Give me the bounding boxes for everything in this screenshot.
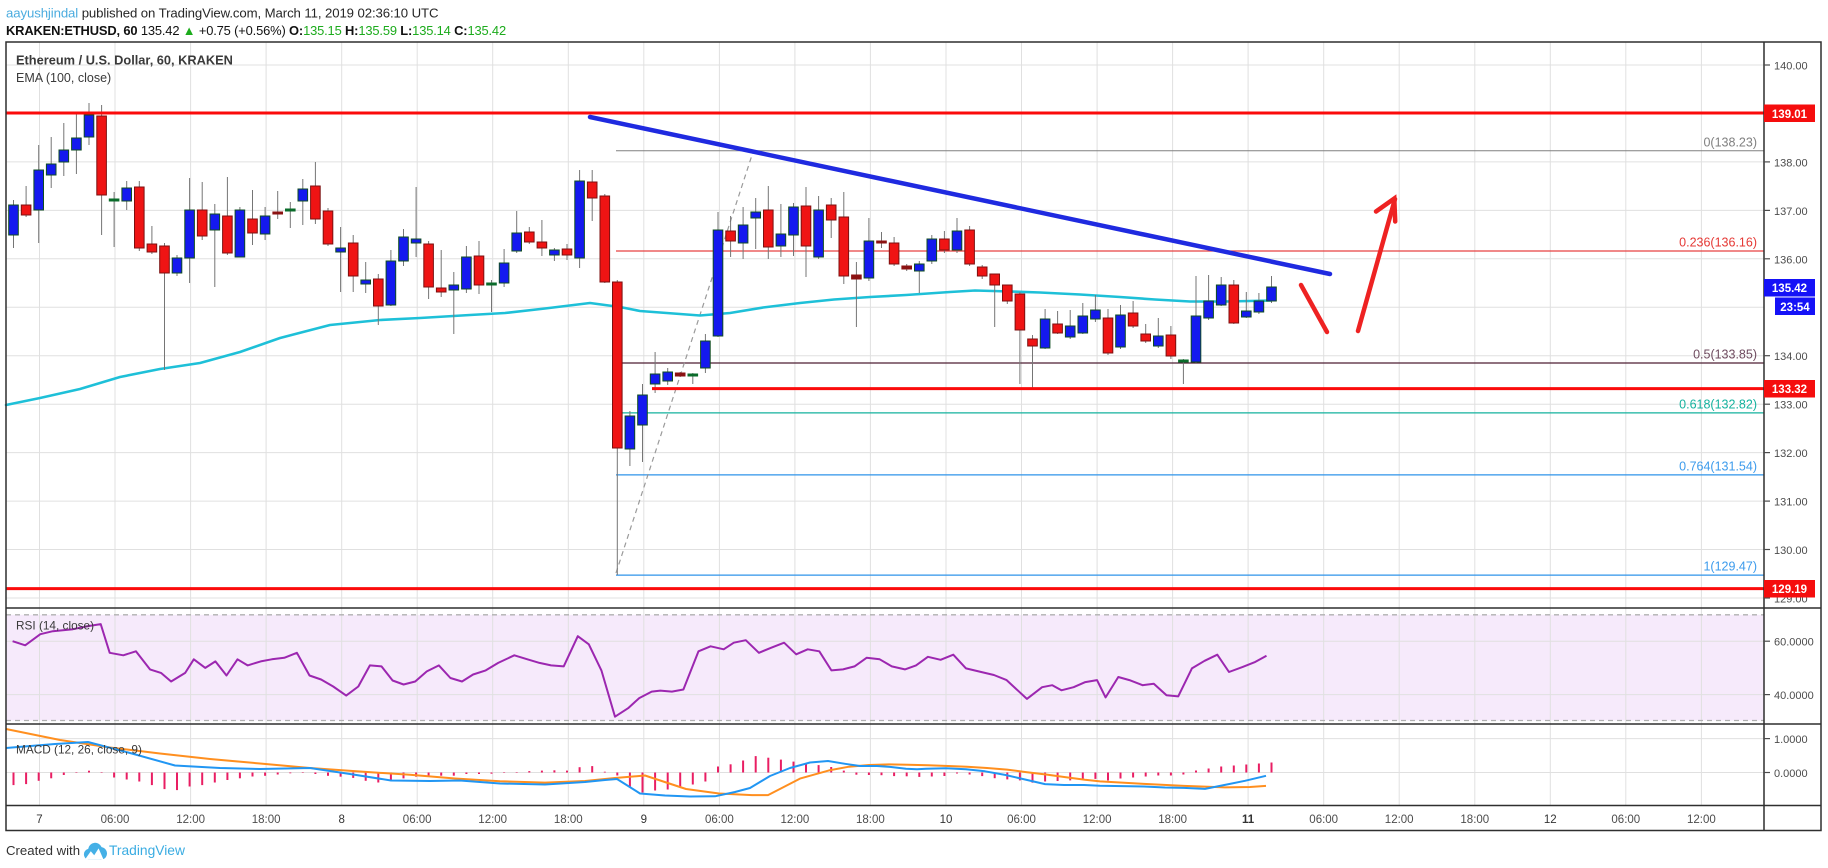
svg-text:MACD (12, 26, close, 9): MACD (12, 26, close, 9) — [16, 743, 142, 757]
svg-text:06:00: 06:00 — [1309, 814, 1338, 826]
svg-text:133.00: 133.00 — [1774, 400, 1808, 412]
svg-text:06:00: 06:00 — [1611, 814, 1640, 826]
svg-text:1(129.47): 1(129.47) — [1703, 560, 1757, 574]
svg-text:06:00: 06:00 — [1007, 814, 1036, 826]
svg-text:1.0000: 1.0000 — [1774, 734, 1808, 746]
svg-text:9: 9 — [641, 814, 647, 826]
svg-text:12:00: 12:00 — [1385, 814, 1414, 826]
svg-text:132.00: 132.00 — [1774, 448, 1808, 460]
svg-text:130.00: 130.00 — [1774, 545, 1808, 557]
svg-text:TradingView: TradingView — [109, 843, 185, 858]
svg-text:139.01: 139.01 — [1772, 109, 1808, 121]
svg-text:135.42: 135.42 — [1772, 283, 1807, 295]
svg-text:0.236(136.16): 0.236(136.16) — [1679, 236, 1757, 250]
svg-text:18:00: 18:00 — [554, 814, 583, 826]
svg-text:12:00: 12:00 — [1083, 814, 1112, 826]
svg-text:8: 8 — [338, 814, 344, 826]
svg-text:40.0000: 40.0000 — [1774, 690, 1814, 702]
svg-text:12: 12 — [1544, 814, 1557, 826]
svg-text:EMA (100, close): EMA (100, close) — [16, 71, 111, 85]
svg-text:138.00: 138.00 — [1774, 157, 1808, 169]
svg-text:06:00: 06:00 — [101, 814, 130, 826]
svg-text:133.32: 133.32 — [1772, 384, 1807, 396]
svg-text:18:00: 18:00 — [252, 814, 281, 826]
svg-text:10: 10 — [940, 814, 953, 826]
svg-text:60.0000: 60.0000 — [1774, 637, 1814, 649]
svg-text:Ethereum / U.S. Dollar, 60, KR: Ethereum / U.S. Dollar, 60, KRAKEN — [16, 53, 233, 68]
svg-text:12:00: 12:00 — [478, 814, 507, 826]
svg-text:KRAKEN:ETHUSD, 60 135.42 ▲ +0: KRAKEN:ETHUSD, 60 135.42 ▲ +0.75 (+0.56%… — [6, 23, 506, 38]
svg-text:12:00: 12:00 — [1687, 814, 1716, 826]
svg-text:0.764(131.54): 0.764(131.54) — [1679, 459, 1757, 473]
svg-text:12:00: 12:00 — [781, 814, 810, 826]
svg-text:140.00: 140.00 — [1774, 61, 1808, 73]
svg-text:18:00: 18:00 — [856, 814, 885, 826]
svg-text:0.0000: 0.0000 — [1774, 768, 1808, 780]
svg-text:11: 11 — [1242, 814, 1255, 826]
svg-text:Created with: Created with — [6, 843, 80, 858]
svg-text:0.618(132.82): 0.618(132.82) — [1679, 397, 1757, 411]
svg-text:0(138.23): 0(138.23) — [1703, 135, 1757, 149]
svg-text:RSI (14, close): RSI (14, close) — [16, 619, 94, 633]
svg-text:aayushjindal published on Trad: aayushjindal published on TradingView.co… — [6, 6, 439, 21]
svg-text:134.00: 134.00 — [1774, 351, 1808, 363]
svg-text:136.00: 136.00 — [1774, 254, 1808, 266]
svg-text:7: 7 — [36, 814, 42, 826]
svg-text:0.5(133.85): 0.5(133.85) — [1693, 348, 1757, 362]
svg-text:18:00: 18:00 — [1158, 814, 1187, 826]
svg-text:129.19: 129.19 — [1772, 584, 1807, 596]
svg-text:06:00: 06:00 — [705, 814, 734, 826]
svg-text:137.00: 137.00 — [1774, 206, 1808, 218]
svg-text:06:00: 06:00 — [403, 814, 432, 826]
svg-text:131.00: 131.00 — [1774, 497, 1808, 509]
svg-text:18:00: 18:00 — [1460, 814, 1489, 826]
svg-text:23:54: 23:54 — [1780, 302, 1810, 314]
svg-text:12:00: 12:00 — [176, 814, 205, 826]
